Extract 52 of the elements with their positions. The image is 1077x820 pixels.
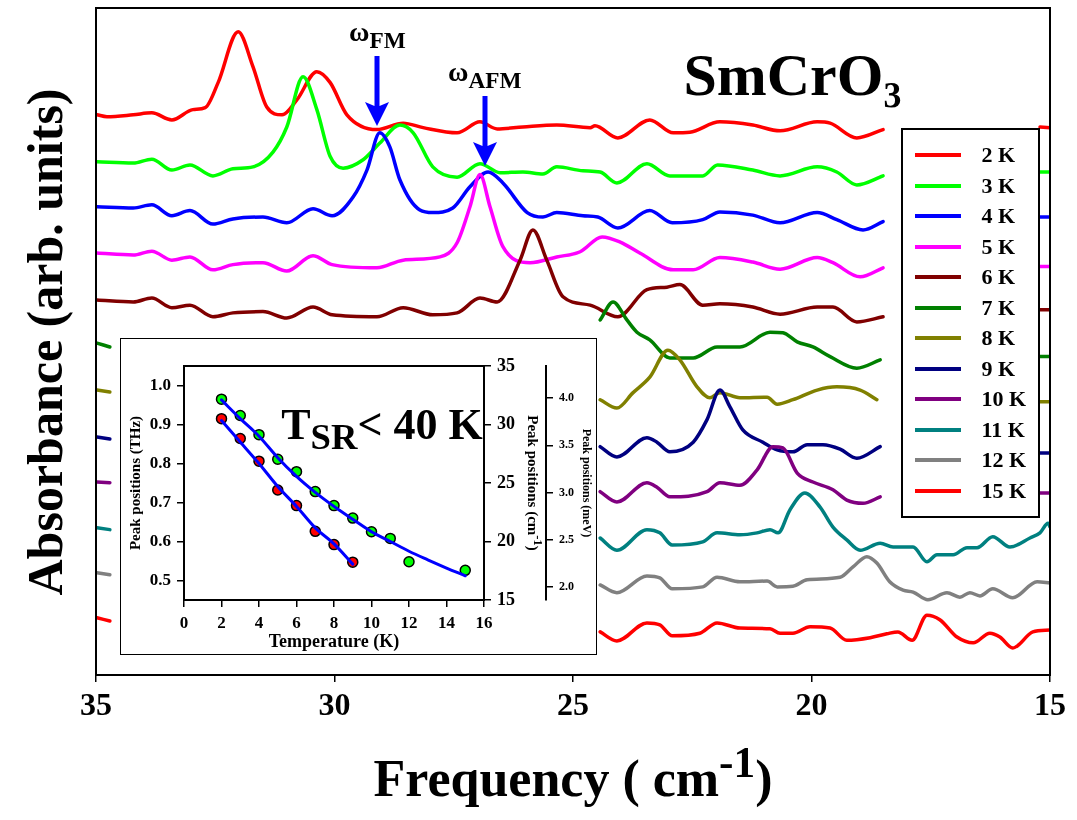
legend-label: 8 K [981, 325, 1015, 352]
x-tick-label: 25 [557, 686, 589, 723]
y3-tick-label: 2.0 [559, 578, 574, 593]
y2-tick-label: 20 [497, 530, 515, 551]
x-tick-label: 14 [438, 612, 456, 632]
legend-label: 10 K [981, 386, 1026, 413]
y-tick-label: 0.9 [149, 413, 171, 433]
y-axis-title: Peak positions (THz) [126, 415, 143, 551]
legend-label: 12 K [981, 447, 1026, 474]
point [403, 556, 415, 568]
legend-label: 2 K [981, 142, 1015, 169]
y3-tick-label: 2.5 [559, 531, 574, 546]
legend-label: 5 K [981, 233, 1015, 260]
annotation: ω$_{FM}$ [349, 15, 406, 53]
y-tick-label: 0.8 [149, 452, 171, 472]
y-tick-label: 1.0 [149, 374, 171, 394]
y2-tick-label: 25 [497, 471, 515, 492]
legend-label: 15 K [981, 477, 1026, 504]
x-tick-label: 0 [179, 612, 189, 632]
x-axis-title: Temperature (K) [268, 631, 400, 651]
x-tick-label: 8 [329, 612, 339, 632]
x-tick-label: 2 [217, 612, 226, 632]
x-tick-label: 20 [795, 686, 828, 723]
y-axis-title: Absorbance (arb. units) [17, 88, 73, 595]
y-tick-label: 0.7 [149, 491, 172, 511]
y3-tick-label: 3.5 [559, 437, 574, 452]
annotation: T$_{SR}$< 40 K [281, 399, 483, 457]
y3-axis-title: Peak positions (meV) [580, 428, 594, 538]
y3-tick-label: 4.0 [559, 390, 574, 405]
x-tick-label: 10 [363, 612, 380, 632]
y2-tick-label: 35 [497, 354, 515, 375]
legend-label: 9 K [981, 355, 1015, 382]
legend-label: 6 K [981, 264, 1015, 291]
x-tick-label: 15 [1034, 686, 1066, 723]
y-tick-label: 0.5 [149, 569, 171, 589]
y2-tick-label: 15 [497, 588, 515, 609]
legend-label: 11 K [981, 416, 1025, 443]
x-tick-label: 6 [292, 612, 301, 632]
y3-tick-label: 3.0 [559, 484, 574, 499]
x-tick-label: 12 [400, 612, 418, 632]
annotation: ω$_{AFM}$ [447, 56, 522, 93]
x-axis-title: Frequency ( cm$^{-1}$) [373, 738, 773, 807]
y2-tick-label: 30 [497, 413, 515, 434]
x-tick-label: 16 [475, 612, 493, 632]
chart-title: SmCrO₃ [683, 41, 902, 108]
x-tick-label: 4 [254, 612, 264, 632]
legend-label: 4 K [981, 203, 1015, 230]
legend-label: 7 K [981, 294, 1015, 321]
x-tick-label: 30 [318, 686, 351, 723]
legend-label: 3 K [981, 172, 1015, 199]
x-tick-label: 35 [80, 686, 112, 723]
y-tick-label: 0.6 [149, 530, 171, 550]
